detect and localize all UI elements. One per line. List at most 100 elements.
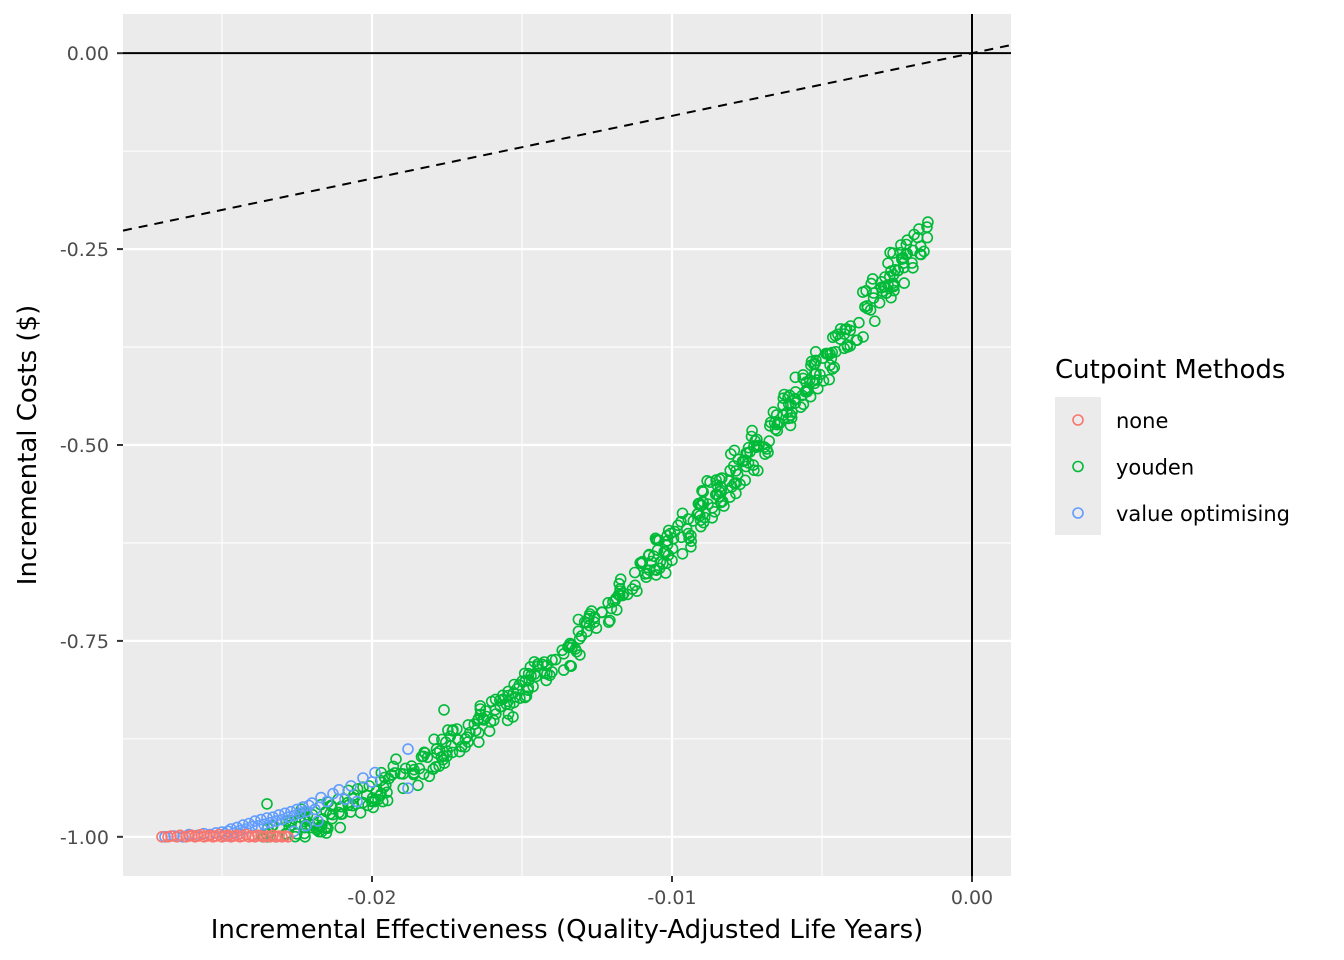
data-point (907, 261, 919, 274)
data-point (685, 540, 697, 553)
data-point (306, 797, 318, 809)
data-point (369, 766, 381, 779)
data-point (397, 782, 410, 795)
data-point (374, 774, 387, 787)
data-point (672, 519, 684, 532)
data-point (445, 740, 458, 752)
data-point (390, 753, 402, 766)
data-point (433, 760, 446, 772)
data-points (156, 216, 934, 843)
data-point (519, 675, 532, 687)
data-point (748, 464, 760, 477)
data-point (724, 491, 736, 503)
data-point (685, 529, 697, 542)
data-point (826, 363, 839, 375)
data-point (428, 733, 440, 746)
data-point (489, 693, 502, 706)
x-tick-label: -0.02 (347, 887, 396, 909)
data-point (682, 513, 695, 525)
data-point (258, 818, 270, 831)
legend-title: Cutpoint Methods (1055, 355, 1285, 385)
data-point (888, 279, 900, 291)
x-tick-label: -0.01 (647, 887, 696, 909)
data-point (814, 368, 826, 381)
data-point (402, 782, 414, 795)
data-point (751, 440, 763, 452)
data-point (682, 527, 695, 540)
data-point (174, 829, 186, 842)
data-point (387, 760, 400, 773)
data-point (714, 496, 727, 508)
data-point (298, 827, 311, 840)
data-point (876, 285, 889, 298)
data-point (270, 815, 282, 827)
data-point (315, 791, 327, 804)
data-point (640, 571, 653, 584)
data-point (565, 660, 578, 673)
data-point (797, 398, 810, 411)
data-point (261, 798, 273, 810)
data-point (763, 419, 776, 432)
data-point (516, 675, 528, 688)
data-point (402, 743, 414, 755)
data-point (397, 768, 410, 780)
data-point (602, 616, 615, 628)
data-point (520, 690, 533, 703)
data-point (737, 455, 750, 468)
data-point (195, 828, 207, 841)
data-point (532, 658, 544, 670)
data-point (706, 511, 719, 524)
data-point (777, 399, 789, 412)
data-point (580, 616, 593, 629)
data-point (441, 750, 453, 762)
data-point (751, 433, 763, 446)
data-point (762, 446, 774, 459)
data-point (887, 247, 899, 259)
data-point (895, 239, 907, 251)
dashed-wtp-line (122, 44, 1012, 232)
data-point (447, 724, 459, 736)
data-point (805, 355, 818, 368)
data-point (575, 630, 588, 642)
data-point (557, 647, 570, 660)
data-point (282, 830, 294, 843)
data-point (288, 809, 300, 822)
data-point (474, 703, 487, 715)
data-point (590, 622, 603, 634)
data-point (381, 786, 393, 799)
data-point (788, 393, 801, 406)
data-point (540, 674, 553, 687)
data-point (828, 361, 841, 374)
data-point (789, 371, 802, 384)
data-point (604, 614, 616, 627)
data-point (165, 830, 177, 842)
data-point (333, 783, 345, 796)
data-point (676, 547, 689, 560)
data-point (362, 799, 374, 812)
data-point (583, 610, 596, 623)
data-point (882, 257, 894, 270)
legend-label-value-optimising: value optimising (1116, 502, 1290, 526)
data-point (462, 719, 475, 731)
data-point (861, 300, 873, 312)
data-point (427, 763, 440, 775)
data-point (528, 668, 541, 680)
data-point (303, 799, 315, 812)
data-point (829, 329, 842, 342)
y-tick-label: -1.00 (60, 827, 109, 849)
data-point (436, 733, 448, 746)
data-point (675, 515, 687, 528)
data-point (715, 484, 728, 497)
x-axis-ticks: -0.02 -0.01 0.00 (347, 876, 993, 909)
data-point (711, 488, 724, 501)
data-point (823, 373, 836, 386)
data-point (702, 498, 714, 510)
y-tick-label: -0.75 (60, 631, 109, 653)
reference-lines (122, 14, 1012, 876)
data-point (921, 221, 933, 233)
data-point (408, 763, 420, 776)
data-point (327, 787, 339, 800)
y-axis-title: Incremental Costs ($) (13, 305, 43, 585)
data-point (527, 680, 539, 693)
